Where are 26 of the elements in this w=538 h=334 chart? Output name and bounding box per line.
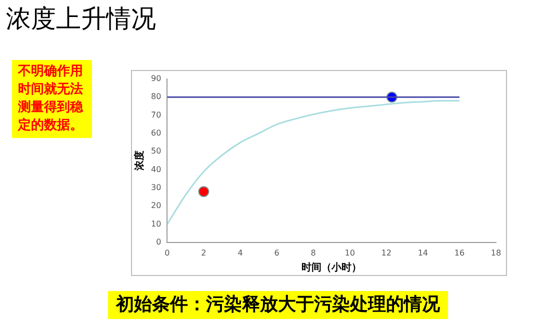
x-tick-label: 18: [490, 248, 502, 258]
y-tick-label: 60: [150, 128, 162, 138]
x-tick-label: 2: [201, 248, 206, 258]
x-tick-label: 12: [381, 248, 392, 258]
y-tick-label: 70: [150, 110, 162, 120]
x-tick-label: 16: [454, 248, 465, 258]
x-tick-label: 8: [310, 248, 316, 258]
y-tick-label: 0: [156, 237, 162, 246]
line-series: [167, 100, 460, 225]
y-tick-label: 10: [150, 219, 162, 228]
text: 初始条件：污染释放大于污染处理的情况: [108, 291, 448, 319]
x-tick-label: 0: [164, 248, 170, 258]
chart-title: 浓度上升情况: [6, 3, 156, 35]
y-tick-label: 50: [150, 146, 162, 156]
y-tick-label: 80: [150, 92, 162, 102]
y-tick-label: 90: [150, 74, 162, 84]
y-tick-label: 40: [150, 164, 162, 174]
y-axis-title: 浓度: [134, 150, 146, 172]
y-tick-label: 30: [150, 183, 162, 192]
x-axis-title: 时间（小时）: [302, 262, 362, 274]
x-tick-label: 10: [344, 248, 355, 258]
text: 不明确作用时间就无法测量得到稳定的数据。: [12, 60, 92, 138]
x-tick-label: 4: [238, 248, 243, 258]
x-tick-label: 6: [274, 248, 280, 258]
x-tick-label: 14: [418, 248, 428, 258]
y-tick-label: 20: [150, 201, 162, 210]
